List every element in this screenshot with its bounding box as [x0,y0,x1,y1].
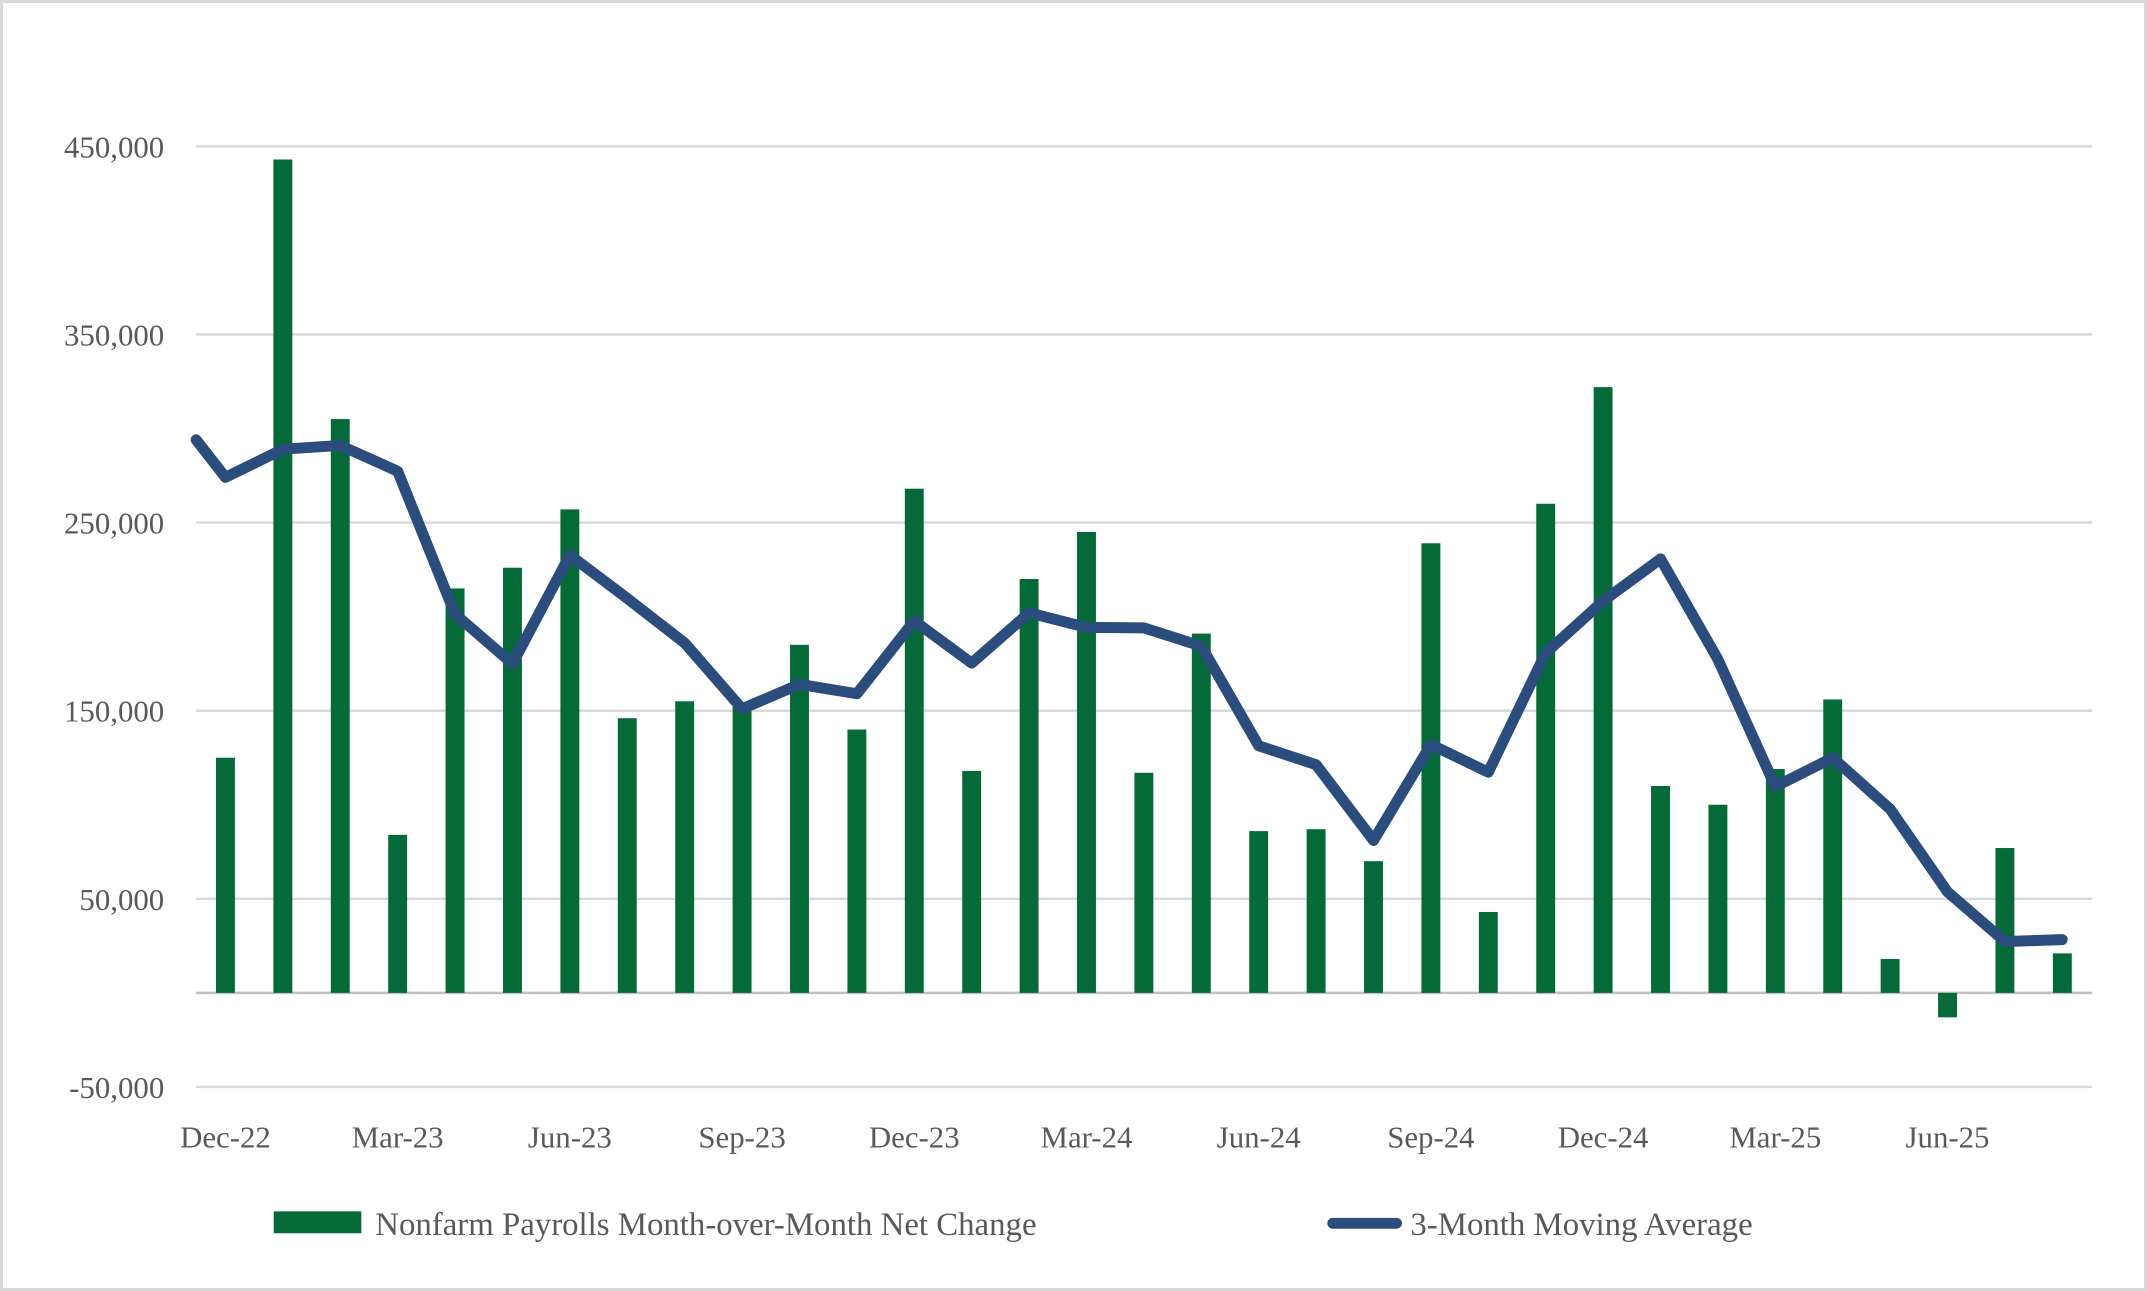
bar-Aug-23 [675,701,695,993]
bar-Apr-24 [1134,772,1154,993]
x-tick-label: Dec-23 [869,1121,960,1155]
bar-Sep-24 [1421,543,1441,993]
bar-Dec-22 [216,757,235,993]
bar-Jul-24 [1306,829,1326,993]
bar-Mar-23 [388,834,408,993]
x-tick-label: Jun-23 [528,1121,612,1155]
bar-Jul-25 [1995,848,2015,993]
bar-Jan-24 [962,770,982,993]
bar-Oct-24 [1478,911,1498,993]
bar-Apr-23 [445,588,465,993]
payrolls-chart: 450,000 350,000 250,000 150,000 50,000 -50,00… [64,130,2093,1243]
bar-May-23 [503,567,522,993]
x-tick-label: Jun-24 [1217,1121,1301,1155]
bar-Feb-24 [1019,579,1039,993]
bar-Mar-25 [1765,769,1785,993]
y-tick-label: 250,000 [64,507,164,541]
bar-May-25 [1880,959,1900,993]
x-tick-label: Mar-25 [1729,1121,1821,1155]
bars-series [216,159,2072,1018]
bar-Sep-23 [732,706,752,993]
line-legend-label: 3-Month Moving Average [1410,1207,1752,1243]
bar-Feb-25 [1708,804,1728,993]
bar-May-24 [1191,633,1211,993]
bar-Jun-23 [560,509,580,993]
bar-Feb-23 [330,419,350,993]
x-tick-label: Dec-24 [1558,1121,1649,1155]
bar-Nov-23 [847,729,867,993]
x-tick-label: Sep-24 [1387,1121,1474,1155]
y-tick-label: 450,000 [64,130,164,164]
bar-Nov-24 [1536,503,1556,993]
bar-Apr-25 [1823,699,1843,993]
bar-Jan-25 [1651,785,1670,993]
x-axis-labels: Dec-22 Mar-23 Jun-23 Sep-23 Dec-23 Mar-24 Jun-… [180,1121,1989,1155]
bar-Mar-24 [1077,531,1096,993]
y-tick-label: 50,000 [79,883,164,917]
y-axis-labels: 450,000 350,000 250,000 150,000 50,000 -50,00… [64,130,164,1105]
x-tick-label: Mar-24 [1041,1121,1133,1155]
bar-legend-label: Nonfarm Payrolls Month-over-Month Net Ch… [375,1207,1036,1243]
y-tick-label: -50,000 [69,1071,164,1105]
x-tick-label: Jun-25 [1906,1121,1990,1155]
bar-Aug-25 [2052,953,2072,993]
moving-average-line [190,434,2068,947]
legend: Nonfarm Payrolls Month-over-Month Net Ch… [273,1207,1753,1243]
bar-Dec-23 [904,488,924,993]
bar-Aug-24 [1364,861,1383,993]
x-tick-label: Sep-23 [698,1121,785,1155]
bar-Oct-23 [790,644,809,993]
bar-Jul-23 [617,718,637,993]
bar-Jun-24 [1249,831,1269,993]
bar-legend-swatch [273,1211,362,1234]
y-tick-label: 150,000 [64,695,164,729]
x-tick-label: Dec-22 [180,1121,271,1155]
y-tick-label: 350,000 [64,318,164,352]
bar-Jun-25 [1938,992,1957,1018]
bar-Jan-23 [273,159,293,993]
bar-Dec-24 [1593,387,1613,993]
x-tick-label: Mar-23 [352,1121,444,1155]
